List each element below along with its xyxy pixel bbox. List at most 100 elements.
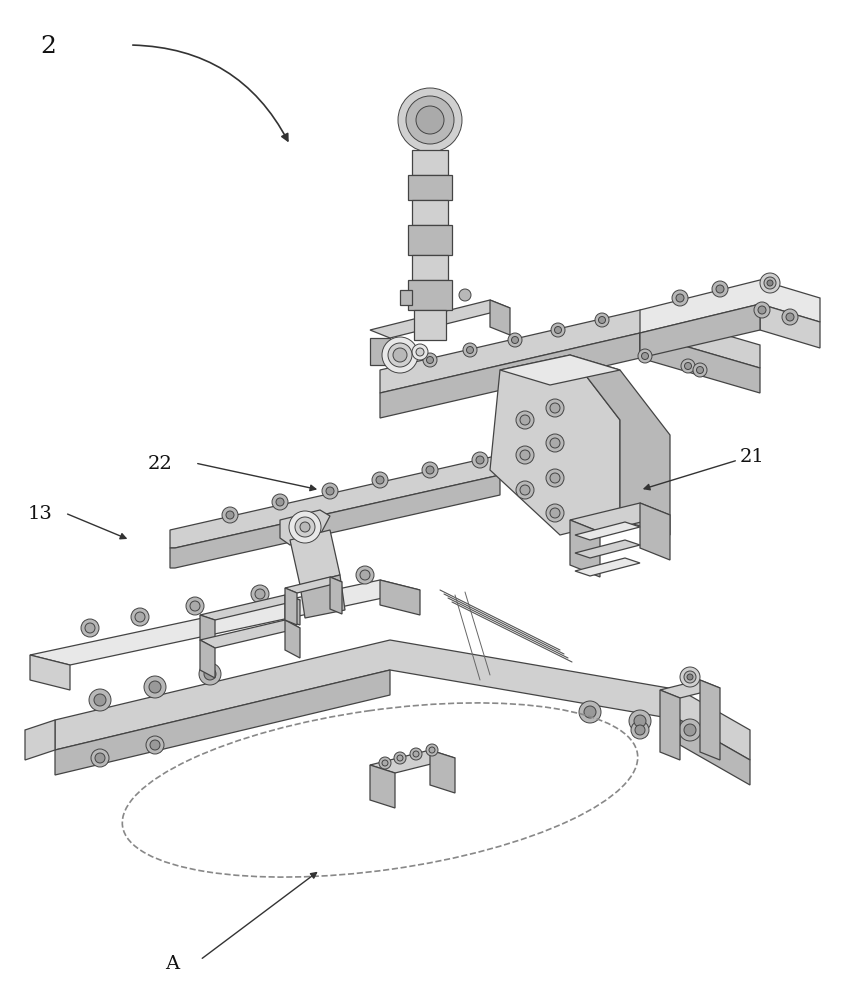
Circle shape [305,580,315,590]
Circle shape [680,359,694,373]
Polygon shape [284,588,296,625]
Circle shape [146,736,164,754]
FancyArrowPatch shape [197,464,316,491]
Polygon shape [490,300,510,335]
Circle shape [458,289,470,301]
Circle shape [679,719,701,741]
Circle shape [753,302,769,318]
Circle shape [149,681,161,693]
Polygon shape [200,620,300,648]
Circle shape [425,744,437,756]
Circle shape [519,485,529,495]
Polygon shape [399,290,412,305]
Circle shape [598,316,605,324]
Circle shape [425,466,434,474]
Polygon shape [430,750,454,793]
Circle shape [225,511,234,519]
Circle shape [507,333,522,347]
Circle shape [255,589,265,599]
Circle shape [692,363,706,377]
Circle shape [545,469,563,487]
Circle shape [550,323,565,337]
Circle shape [641,353,647,360]
Polygon shape [412,150,447,175]
Circle shape [135,612,145,622]
Circle shape [549,473,560,483]
Polygon shape [370,338,390,365]
Polygon shape [570,520,599,577]
Circle shape [583,706,595,718]
Circle shape [413,751,419,757]
Circle shape [759,273,779,293]
Polygon shape [408,175,452,200]
Polygon shape [570,355,669,535]
Circle shape [686,674,692,680]
Polygon shape [408,280,452,310]
Circle shape [763,277,775,289]
Circle shape [545,504,563,522]
Circle shape [81,619,99,637]
Circle shape [276,498,284,506]
Circle shape [715,285,723,293]
Polygon shape [574,522,639,540]
Polygon shape [639,503,669,560]
Polygon shape [639,304,759,358]
Polygon shape [699,680,719,760]
Circle shape [412,344,428,360]
Circle shape [594,313,609,327]
Circle shape [95,753,105,763]
Circle shape [695,366,703,373]
Circle shape [545,399,563,417]
Circle shape [766,280,772,286]
Circle shape [89,689,111,711]
Circle shape [711,281,728,297]
Circle shape [289,511,321,543]
Circle shape [519,415,529,425]
Circle shape [376,476,383,484]
Text: 2: 2 [40,35,56,58]
Polygon shape [639,280,819,333]
Circle shape [463,343,476,357]
Circle shape [199,663,221,685]
Polygon shape [284,577,342,593]
Circle shape [415,348,424,356]
Circle shape [781,309,797,325]
Circle shape [251,585,268,603]
Circle shape [405,96,453,144]
FancyArrowPatch shape [643,461,734,490]
Circle shape [554,326,560,334]
Polygon shape [659,680,719,698]
Polygon shape [570,503,669,532]
Circle shape [421,462,437,478]
Circle shape [472,452,488,468]
Circle shape [683,724,695,736]
Polygon shape [284,620,300,658]
Circle shape [466,347,473,354]
Circle shape [203,668,216,680]
Circle shape [519,450,529,460]
Polygon shape [370,750,454,773]
FancyArrowPatch shape [133,45,288,141]
Circle shape [684,362,690,369]
Polygon shape [408,225,452,255]
Circle shape [381,337,418,373]
Circle shape [322,483,338,499]
Text: 13: 13 [28,505,53,523]
Polygon shape [659,690,679,760]
Circle shape [143,676,165,698]
Circle shape [392,348,407,362]
Circle shape [516,481,533,499]
Polygon shape [200,615,214,645]
Circle shape [757,306,766,314]
Polygon shape [170,475,500,568]
Circle shape [633,715,645,727]
Circle shape [475,456,484,464]
Circle shape [429,747,435,753]
Polygon shape [279,510,330,545]
Polygon shape [679,720,749,785]
Circle shape [381,760,387,766]
Circle shape [675,294,683,302]
Circle shape [415,106,443,134]
Text: 21: 21 [739,448,764,466]
Circle shape [360,570,370,580]
